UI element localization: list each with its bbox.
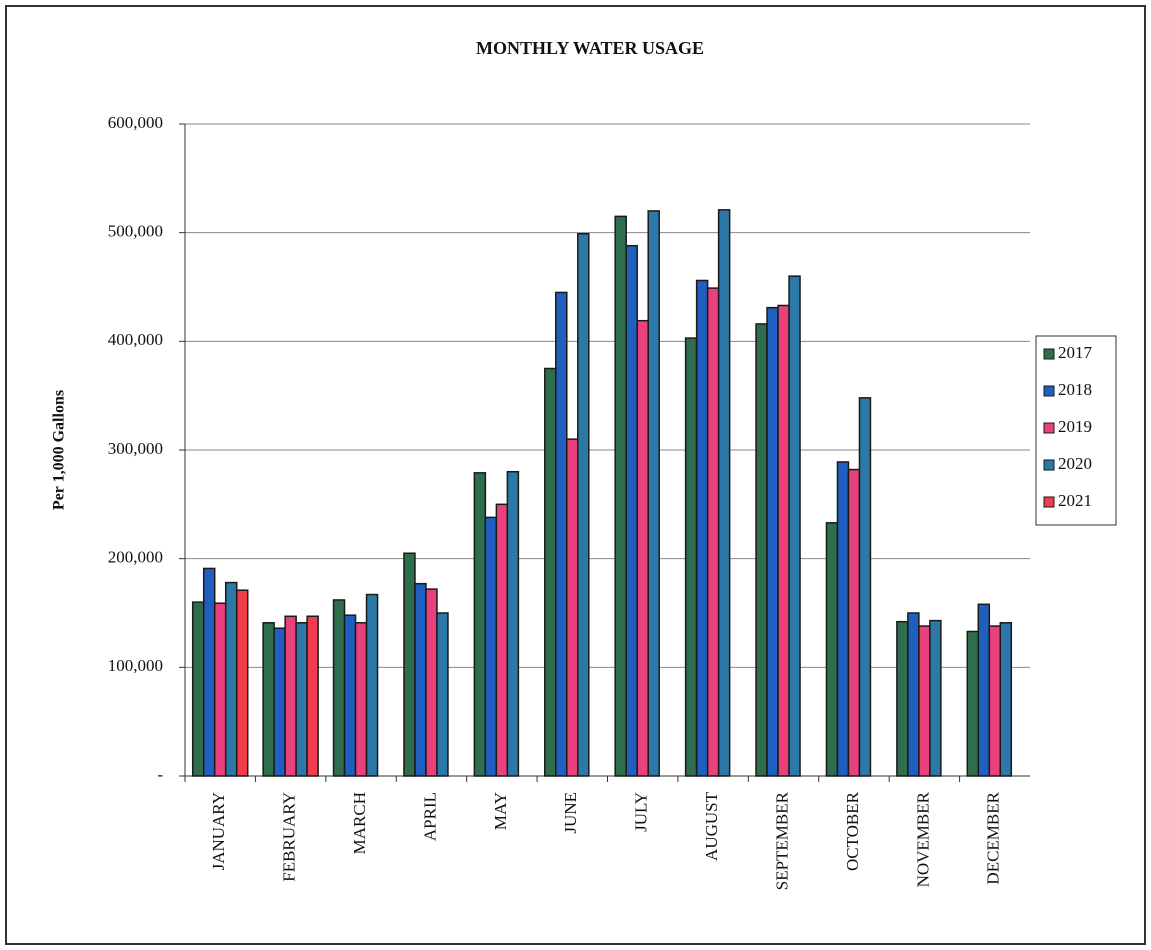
bar — [495, 503, 509, 777]
bar — [988, 625, 1002, 777]
bar — [858, 397, 872, 777]
x-tick-label: OCTOBER — [843, 791, 862, 871]
x-tick-label: NOVEMBER — [913, 791, 932, 887]
bar — [647, 210, 660, 777]
bar — [484, 516, 498, 777]
bar — [506, 470, 520, 777]
legend-swatch — [1043, 422, 1055, 434]
bar — [977, 603, 991, 777]
bar — [473, 472, 487, 777]
x-tick-label: APRIL — [420, 792, 439, 841]
bar — [262, 622, 275, 777]
legend-swatch — [1043, 348, 1055, 360]
x-tick-label: JUNE — [561, 792, 580, 834]
bar — [295, 622, 308, 777]
bar — [929, 619, 942, 777]
bar — [436, 612, 449, 777]
bar — [403, 552, 416, 777]
bar — [555, 291, 568, 777]
legend-label: 2019 — [1058, 417, 1092, 436]
x-tick-label: MAY — [491, 792, 510, 830]
bar — [365, 593, 379, 777]
bar — [636, 319, 649, 777]
x-tick-label: AUGUST — [702, 791, 721, 861]
bar — [306, 615, 319, 777]
bar — [777, 304, 790, 777]
legend-label: 2021 — [1058, 491, 1092, 510]
x-tick-label: MARCH — [350, 792, 369, 854]
y-tick-label: 100,000 — [108, 656, 163, 675]
bar — [544, 367, 557, 777]
bar — [202, 567, 216, 777]
legend-label: 2018 — [1058, 380, 1092, 399]
bar — [999, 622, 1013, 777]
bar — [766, 306, 779, 777]
legend-label: 2020 — [1058, 454, 1092, 473]
bar — [918, 625, 931, 777]
bar — [825, 522, 839, 777]
bar — [625, 244, 638, 777]
bar — [577, 233, 590, 777]
bar — [284, 615, 297, 777]
bar — [907, 612, 920, 777]
y-tick-label: 600,000 — [108, 113, 163, 132]
bar — [706, 287, 720, 777]
bar — [235, 589, 249, 777]
chart-title: MONTHLY WATER USAGE — [476, 38, 704, 58]
bar — [273, 627, 286, 777]
bar — [684, 337, 698, 777]
y-tick-label: 400,000 — [108, 330, 163, 349]
bar — [755, 323, 768, 777]
x-tick-label: DECEMBER — [984, 791, 1003, 884]
bar — [717, 209, 731, 777]
chart-frame — [5, 5, 1146, 945]
y-tick-label: 500,000 — [108, 222, 163, 241]
bar — [847, 468, 861, 777]
bar — [414, 582, 427, 777]
bar — [896, 620, 909, 777]
bar — [425, 588, 438, 777]
x-tick-label: FEBRUARY — [280, 792, 299, 882]
legend-swatch — [1043, 385, 1055, 397]
bar — [614, 215, 627, 777]
x-tick-label: JANUARY — [209, 792, 228, 870]
y-tick-label: 200,000 — [108, 548, 163, 567]
bar — [332, 599, 346, 777]
bar — [836, 461, 850, 777]
y-tick-label: - — [157, 765, 163, 784]
bar — [354, 622, 368, 777]
y-tick-label: 300,000 — [108, 439, 163, 458]
bar — [224, 581, 238, 777]
bar — [213, 602, 227, 777]
legend-swatch — [1043, 459, 1055, 471]
bar — [566, 438, 579, 777]
bar — [343, 614, 357, 777]
bar — [966, 630, 980, 777]
legend-swatch — [1043, 496, 1055, 508]
x-tick-label: SEPTEMBER — [772, 791, 791, 890]
bar — [788, 275, 801, 777]
bar — [191, 601, 205, 777]
bar — [695, 279, 709, 777]
y-axis-label: Per 1,000 Gallons — [51, 390, 68, 510]
legend-label: 2017 — [1058, 343, 1093, 362]
x-tick-label: JULY — [632, 792, 651, 832]
